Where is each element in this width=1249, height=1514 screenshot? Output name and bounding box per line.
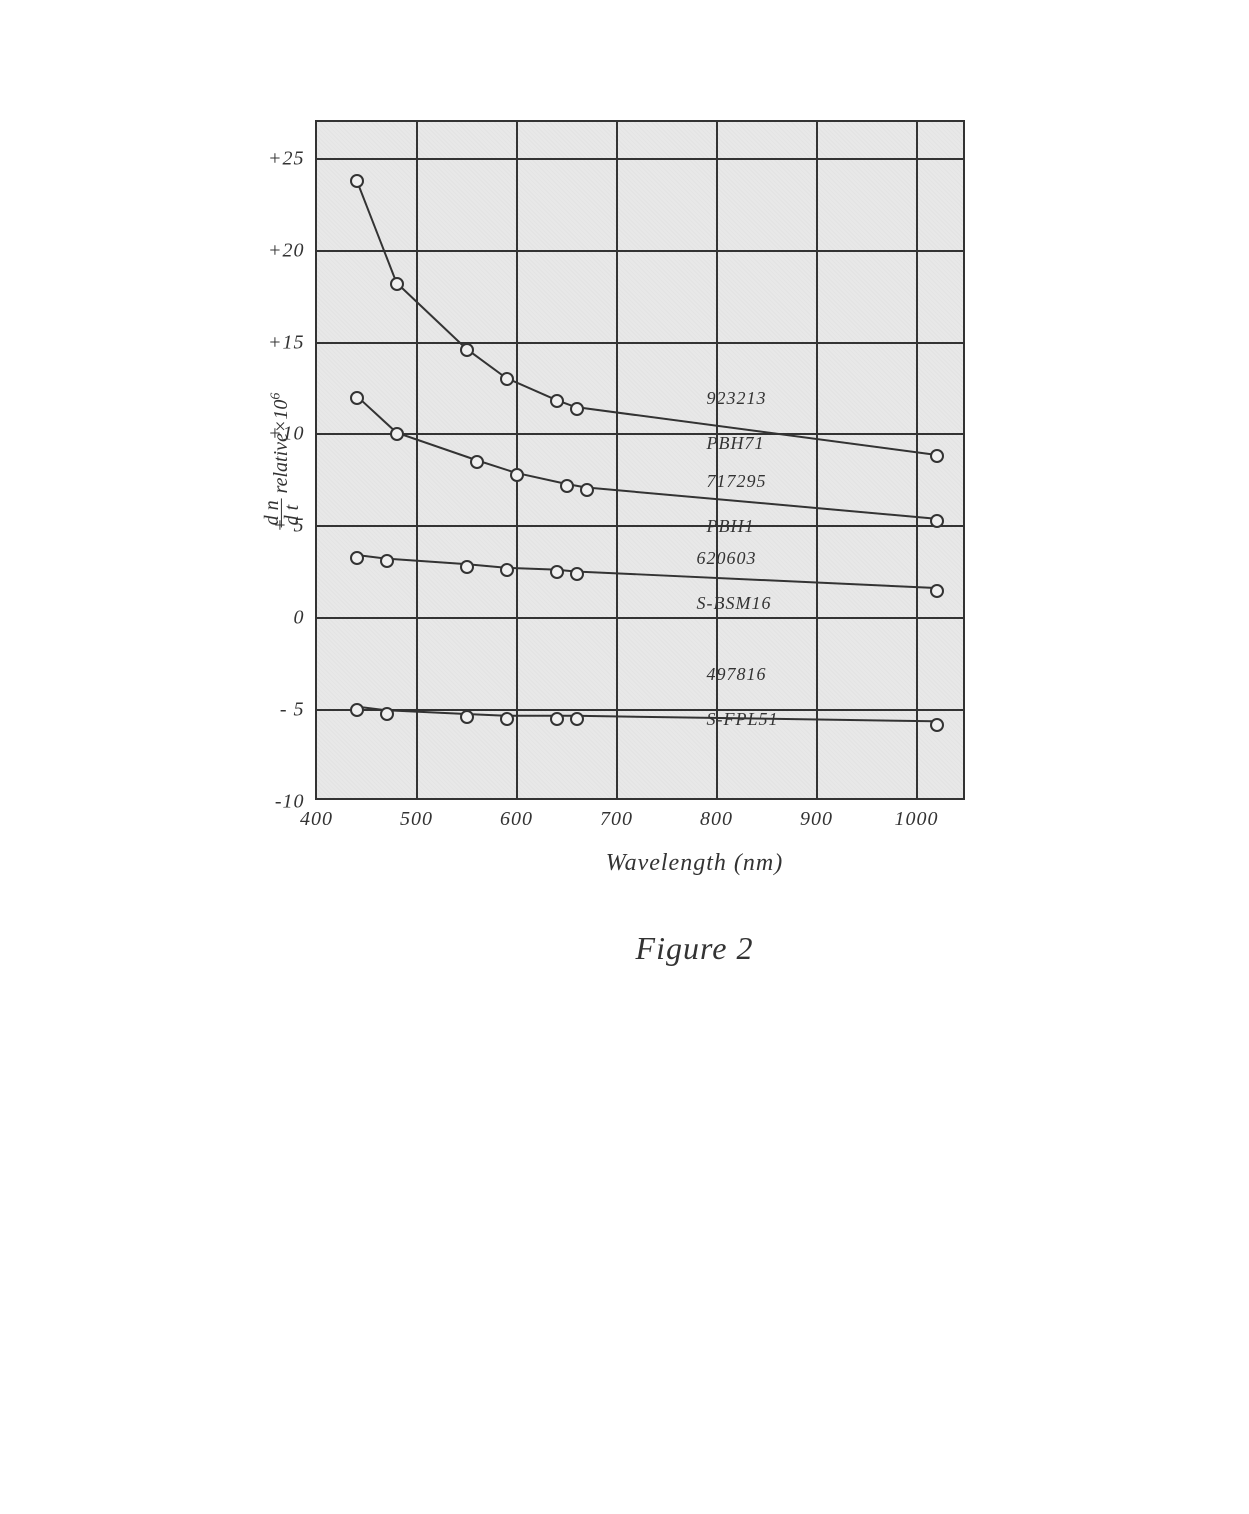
- series-name: S-BSM16: [697, 593, 772, 614]
- grid-line-horizontal: [317, 525, 963, 527]
- data-point: [930, 718, 944, 732]
- grid-line-vertical: [616, 122, 618, 798]
- data-lines-svg: [317, 122, 963, 798]
- data-point: [550, 565, 564, 579]
- data-point: [510, 468, 524, 482]
- data-point: [500, 372, 514, 386]
- data-point: [930, 514, 944, 528]
- data-point: [550, 394, 564, 408]
- data-point: [470, 455, 484, 469]
- series-code: 717295: [707, 471, 767, 491]
- grid-line-vertical: [416, 122, 418, 798]
- x-tick-label: 1000: [895, 798, 939, 831]
- chart-container: d n d t relative×106 4005006007008009001…: [315, 120, 1075, 800]
- data-point: [390, 427, 404, 441]
- y-tick-label: +10: [268, 423, 317, 446]
- grid-line-horizontal: [317, 158, 963, 160]
- series-label-S-FPL51: 497816S-FPL51: [707, 664, 779, 706]
- data-point: [930, 584, 944, 598]
- grid-line-vertical: [816, 122, 818, 798]
- data-point: [550, 712, 564, 726]
- series-line-S-BSM16: [356, 555, 932, 588]
- y-axis-label: d n d t relative×106: [262, 393, 301, 528]
- series-name: PBH1: [707, 516, 767, 537]
- data-point: [570, 402, 584, 416]
- grid-line-horizontal: [317, 709, 963, 711]
- series-label-S-BSM16: 620603S-BSM16: [697, 548, 772, 590]
- data-point: [380, 554, 394, 568]
- series-label-PBH1: 717295PBH1: [707, 471, 767, 513]
- x-tick-label: 600: [500, 798, 533, 831]
- data-point: [350, 174, 364, 188]
- series-code: 497816: [707, 664, 767, 684]
- y-tick-label: -10: [275, 791, 317, 814]
- series-code: 923213: [707, 388, 767, 408]
- data-point: [560, 479, 574, 493]
- grid-line-horizontal: [317, 617, 963, 619]
- data-point: [350, 703, 364, 717]
- y-tick-label: +20: [268, 239, 317, 262]
- plot-area: 4005006007008009001000-10- 50+ 5+10+15+2…: [315, 120, 965, 800]
- series-label-PBH71: 923213PBH71: [707, 388, 767, 430]
- series-line-PBH1: [356, 396, 932, 518]
- data-point: [350, 551, 364, 565]
- series-name: S-FPL51: [707, 709, 779, 730]
- y-tick-label: +25: [268, 147, 317, 170]
- data-point: [570, 567, 584, 581]
- grid-line-horizontal: [317, 433, 963, 435]
- data-point: [350, 391, 364, 405]
- y-tick-label: - 5: [280, 699, 317, 722]
- data-point: [930, 449, 944, 463]
- figure-caption: Figure 2: [315, 930, 1075, 967]
- series-name: PBH71: [707, 433, 767, 454]
- grid-line-horizontal: [317, 250, 963, 252]
- data-point: [380, 707, 394, 721]
- y-tick-label: +15: [268, 331, 317, 354]
- grid-line-vertical: [916, 122, 918, 798]
- chart-wrapper: d n d t relative×106 4005006007008009001…: [175, 100, 1075, 967]
- data-point: [460, 343, 474, 357]
- y-tick-label: + 5: [273, 515, 317, 538]
- data-point: [460, 710, 474, 724]
- series-line-PBH71: [356, 180, 932, 454]
- y-tick-label: 0: [294, 607, 317, 630]
- data-point: [390, 277, 404, 291]
- series-code: 620603: [697, 548, 757, 568]
- grid-line-horizontal: [317, 342, 963, 344]
- data-point: [500, 563, 514, 577]
- data-point: [500, 712, 514, 726]
- y-axis-label-text: relative×10: [270, 400, 292, 494]
- grid-line-vertical: [516, 122, 518, 798]
- data-point: [460, 560, 474, 574]
- data-point: [570, 712, 584, 726]
- x-tick-label: 900: [800, 798, 833, 831]
- data-point: [580, 483, 594, 497]
- x-axis-label: Wavelength (nm): [606, 800, 783, 877]
- x-tick-label: 500: [400, 798, 433, 831]
